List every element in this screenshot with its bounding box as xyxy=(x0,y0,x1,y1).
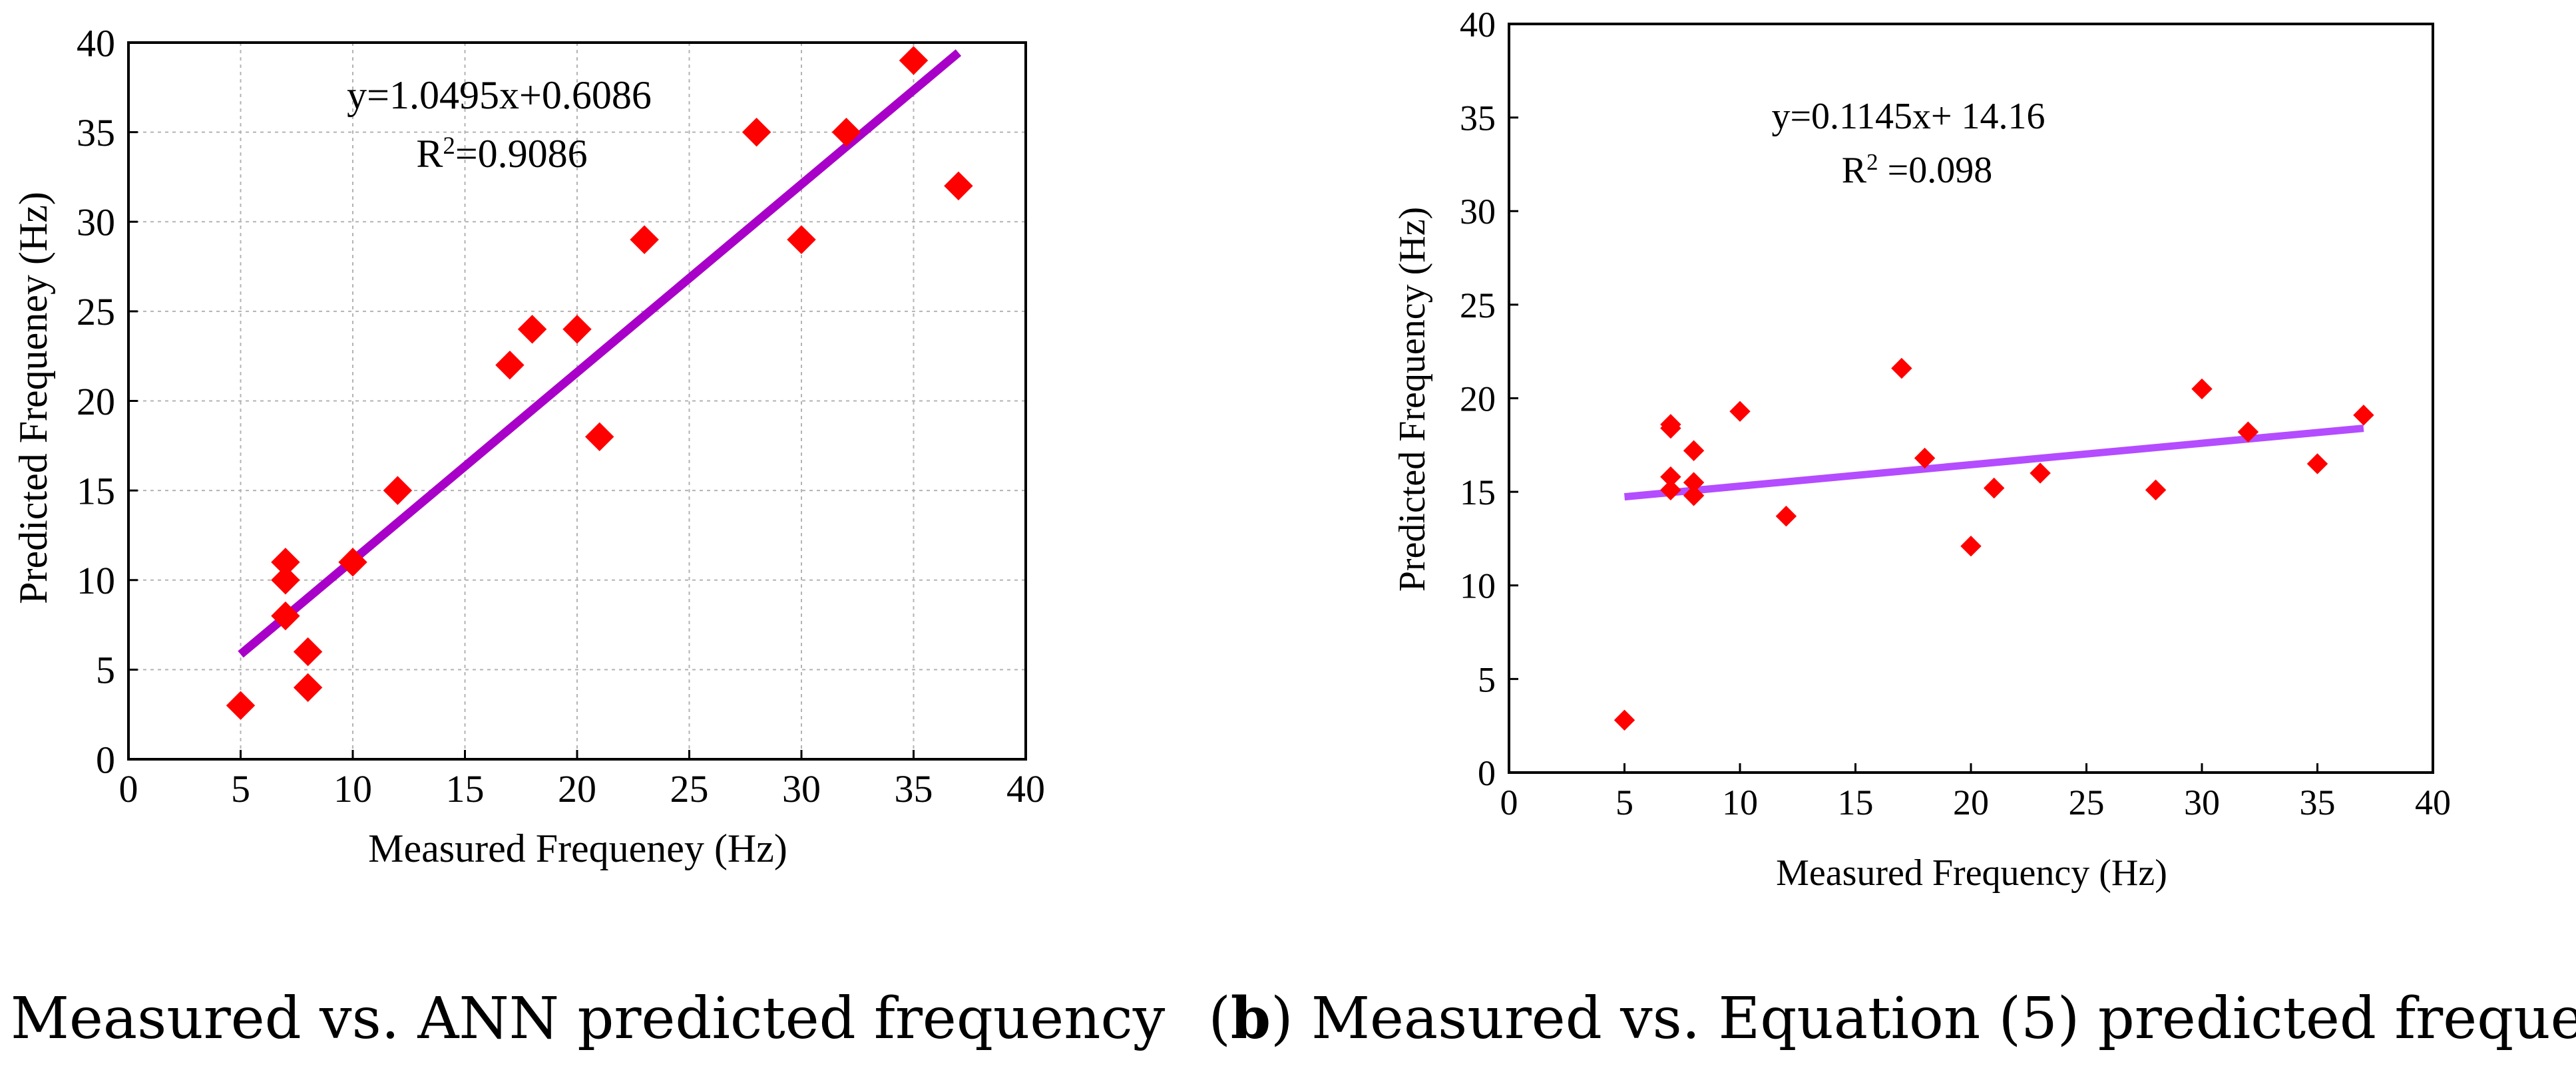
chart-a-point-3 xyxy=(271,601,300,631)
chart-b-point-18 xyxy=(2306,453,2328,474)
chart-b-point-14 xyxy=(2030,462,2051,484)
chart-a-point-4 xyxy=(293,637,323,667)
chart-b-ytick-label-0: 0 xyxy=(1478,753,1496,793)
chart-a-point-15 xyxy=(831,117,861,147)
chart-b-xtick-label-8: 40 xyxy=(2415,783,2451,822)
chart-a-xlabel: Measured Frequeney (Hz) xyxy=(368,826,787,870)
caption-b-letter: b xyxy=(1231,985,1271,1052)
chart-b-point-10 xyxy=(1891,357,1912,379)
chart-b-xtick-label-2: 10 xyxy=(1722,783,1758,822)
chart-b-equation-scatter: 0 5 10 15 20 25 30 35 40 0 5 10 15 20 25 30 35 40 Measured… xyxy=(1392,5,2451,894)
chart-a-point-7 xyxy=(383,476,413,505)
chart-a-point-17 xyxy=(944,171,973,201)
chart-a-xtick-label-1: 5 xyxy=(231,767,250,810)
chart-a-ylabel: Predicted Frequeney (Hz) xyxy=(11,192,55,604)
chart-b-ytick-label-6: 30 xyxy=(1460,192,1496,232)
chart-a-xtick-label-3: 15 xyxy=(446,767,485,810)
chart-a-r2: R2=0.9086 xyxy=(416,132,587,176)
chart-a-ytick-label-8: 40 xyxy=(77,21,115,65)
chart-b-point-7 xyxy=(1683,485,1705,506)
chart-a-xtick-label-0: 0 xyxy=(119,767,138,810)
chart-b-xtick-label-5: 25 xyxy=(2069,783,2105,822)
chart-b-point-16 xyxy=(2191,378,2213,400)
chart-b-ytick-label-7: 35 xyxy=(1460,98,1496,138)
chart-a-point-0 xyxy=(226,691,256,720)
chart-a-point-2 xyxy=(271,566,300,595)
chart-b-ytick-label-8: 40 xyxy=(1460,5,1496,45)
chart-a-point-8 xyxy=(495,350,525,380)
chart-b-ytick-label-3: 15 xyxy=(1460,472,1496,512)
chart-a-ytick-label-6: 30 xyxy=(77,201,115,244)
chart-a-xtick-label-2: 10 xyxy=(333,767,372,810)
chart-b-xtick-label-7: 35 xyxy=(2300,783,2336,822)
chart-b-equation: y=0.1145x+ 14.16 xyxy=(1771,96,2045,137)
chart-a-xtick-label-8: 40 xyxy=(1006,767,1045,810)
chart-a-ann-scatter: 0 5 10 15 20 25 30 35 40 0 5 10 15 20 25 30 35 40 Measured… xyxy=(11,21,1045,870)
chart-a-point-13 xyxy=(742,117,771,147)
chart-a-xtick-label-5: 25 xyxy=(670,767,709,810)
chart-b-ytick-label-5: 25 xyxy=(1460,285,1496,325)
caption-b-text: Measured vs. Equation (5) predicted freq… xyxy=(1311,985,2576,1052)
chart-a-equation: y=1.0495x+0.6086 xyxy=(347,73,652,117)
chart-a-xtick-label-7: 35 xyxy=(895,767,933,810)
chart-b-xtick-label-4: 20 xyxy=(1953,783,1989,822)
chart-a-fit-line xyxy=(238,49,962,658)
chart-a-xtick-label-4: 20 xyxy=(558,767,596,810)
chart-a-point-16 xyxy=(899,46,929,75)
chart-b-ylabel: Predicted Frequency (Hz) xyxy=(1392,207,1433,592)
chart-b-point-0 xyxy=(1613,709,1635,731)
chart-b-point-15 xyxy=(2145,479,2167,501)
chart-a-ytick-label-7: 35 xyxy=(77,111,115,154)
chart-b-ytick-label-1: 5 xyxy=(1478,659,1496,699)
chart-b-xtick-label-6: 30 xyxy=(2184,783,2220,822)
chart-b-fit-line xyxy=(1623,425,2364,501)
chart-b-xtick-label-0: 0 xyxy=(1500,783,1518,822)
chart-a-ytick-label-1: 5 xyxy=(96,649,115,692)
chart-b-point-9 xyxy=(1775,505,1797,527)
chart-a-ytick-label-2: 10 xyxy=(77,559,115,602)
chart-a-ytick-label-3: 15 xyxy=(77,469,115,512)
chart-b-point-11 xyxy=(1914,447,1936,469)
chart-b-ytick-label-2: 10 xyxy=(1460,566,1496,606)
chart-a-ytick-label-5: 25 xyxy=(77,290,115,333)
chart-a-ytick-label-4: 20 xyxy=(77,380,115,423)
chart-a-point-14 xyxy=(787,225,816,254)
chart-b-point-5 xyxy=(1683,440,1705,461)
chart-b-point-8 xyxy=(1729,401,1751,422)
chart-a-point-6 xyxy=(338,548,367,577)
chart-b-point-19 xyxy=(2353,405,2374,426)
chart-b-point-13 xyxy=(1983,477,2005,499)
caption-a-text: Measured vs. ANN predicted frequency xyxy=(11,985,1166,1052)
caption-a: (a) Measured vs. ANN predicted frequency xyxy=(0,985,1166,1052)
chart-a-point-12 xyxy=(630,225,659,254)
chart-b-xlabel: Measured Frequency (Hz) xyxy=(1776,852,2167,894)
chart-a-point-10 xyxy=(562,315,592,344)
chart-a-point-11 xyxy=(584,422,614,452)
chart-b-r2: R2 =0.098 xyxy=(1842,149,1992,192)
chart-b-ytick-label-4: 20 xyxy=(1460,379,1496,419)
chart-a-xtick-label-6: 30 xyxy=(782,767,821,810)
chart-b-xtick-label-3: 15 xyxy=(1838,783,1874,822)
chart-b-point-4 xyxy=(1660,479,1681,501)
chart-b-point-2 xyxy=(1660,417,1681,439)
chart-b-xtick-label-1: 5 xyxy=(1615,783,1633,822)
chart-a-point-5 xyxy=(293,673,323,703)
chart-a-ytick-label-0: 0 xyxy=(96,738,115,781)
chart-b-point-17 xyxy=(2237,421,2259,443)
chart-a-point-9 xyxy=(517,315,547,344)
chart-b-point-12 xyxy=(1960,535,1982,557)
caption-b: (b) Measured vs. Equation (5) predicted … xyxy=(1208,985,2576,1052)
